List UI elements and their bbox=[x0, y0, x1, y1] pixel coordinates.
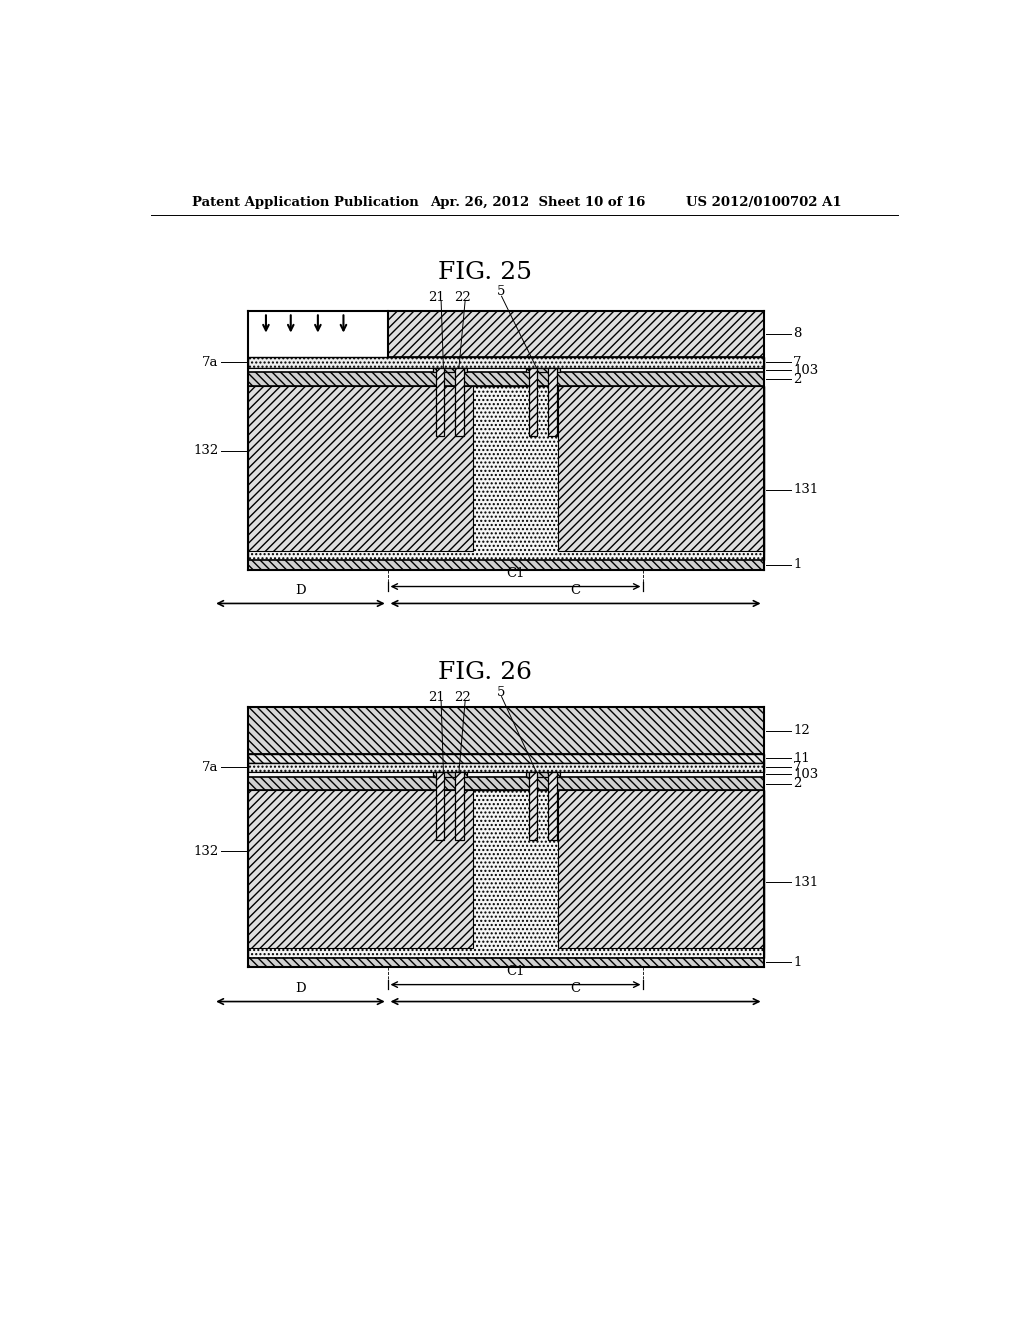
Polygon shape bbox=[248, 561, 764, 570]
Polygon shape bbox=[248, 789, 473, 949]
Text: 2: 2 bbox=[793, 372, 802, 385]
Text: 1: 1 bbox=[793, 956, 802, 969]
Polygon shape bbox=[558, 789, 764, 949]
Polygon shape bbox=[248, 772, 764, 776]
Text: Patent Application Publication: Patent Application Publication bbox=[191, 195, 418, 209]
Polygon shape bbox=[248, 368, 764, 372]
Text: 8: 8 bbox=[793, 327, 802, 341]
Text: US 2012/0100702 A1: US 2012/0100702 A1 bbox=[686, 195, 842, 209]
Text: D: D bbox=[295, 982, 306, 995]
Polygon shape bbox=[528, 368, 538, 437]
Text: C1: C1 bbox=[506, 965, 524, 978]
Text: 103: 103 bbox=[793, 768, 818, 781]
Polygon shape bbox=[248, 372, 764, 387]
Polygon shape bbox=[388, 312, 764, 358]
Text: D: D bbox=[295, 585, 306, 598]
Polygon shape bbox=[248, 387, 473, 552]
Text: 131: 131 bbox=[793, 483, 818, 496]
Polygon shape bbox=[455, 368, 464, 437]
Polygon shape bbox=[435, 368, 444, 437]
Text: 7: 7 bbox=[793, 356, 802, 370]
Polygon shape bbox=[558, 387, 764, 552]
Polygon shape bbox=[248, 708, 764, 754]
Polygon shape bbox=[525, 772, 560, 776]
Polygon shape bbox=[548, 772, 557, 840]
Polygon shape bbox=[432, 772, 467, 776]
Polygon shape bbox=[248, 387, 764, 561]
Text: 12: 12 bbox=[793, 723, 810, 737]
Polygon shape bbox=[525, 368, 560, 372]
Text: 7: 7 bbox=[793, 760, 802, 774]
Polygon shape bbox=[248, 754, 764, 763]
Text: 131: 131 bbox=[793, 875, 818, 888]
Polygon shape bbox=[248, 763, 764, 772]
Text: C1: C1 bbox=[506, 568, 524, 581]
Text: 7a: 7a bbox=[202, 760, 219, 774]
Polygon shape bbox=[248, 776, 764, 789]
Text: 22: 22 bbox=[455, 290, 471, 304]
Text: 2: 2 bbox=[793, 777, 802, 791]
Text: 7a: 7a bbox=[202, 356, 219, 370]
Text: 1: 1 bbox=[793, 558, 802, 572]
Polygon shape bbox=[435, 772, 444, 840]
Polygon shape bbox=[432, 368, 467, 372]
Text: 21: 21 bbox=[428, 290, 444, 304]
Text: 132: 132 bbox=[194, 845, 219, 858]
Text: 5: 5 bbox=[498, 685, 506, 698]
Polygon shape bbox=[548, 368, 557, 437]
Text: FIG. 26: FIG. 26 bbox=[437, 661, 531, 684]
Text: 22: 22 bbox=[455, 690, 471, 704]
Polygon shape bbox=[248, 358, 764, 368]
Polygon shape bbox=[248, 958, 764, 966]
Polygon shape bbox=[248, 789, 764, 958]
Text: 132: 132 bbox=[194, 445, 219, 458]
Text: C: C bbox=[570, 982, 581, 995]
Text: Apr. 26, 2012  Sheet 10 of 16: Apr. 26, 2012 Sheet 10 of 16 bbox=[430, 195, 645, 209]
Text: 11: 11 bbox=[793, 751, 810, 764]
Text: 5: 5 bbox=[498, 285, 506, 298]
Text: 21: 21 bbox=[428, 690, 444, 704]
Polygon shape bbox=[528, 772, 538, 840]
Text: FIG. 25: FIG. 25 bbox=[437, 261, 531, 284]
Text: C: C bbox=[570, 585, 581, 598]
Polygon shape bbox=[455, 772, 464, 840]
Text: 103: 103 bbox=[793, 363, 818, 376]
